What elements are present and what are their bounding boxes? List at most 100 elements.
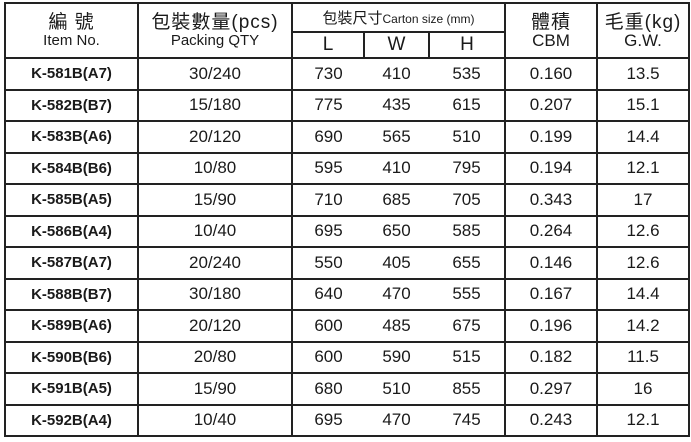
cell-h: 655 [429,246,505,280]
cell-item: K-584B(B6) [4,151,139,185]
cell-w: 410 [364,151,429,185]
cell-cbm: 0.297 [504,372,598,406]
header-item-en: Item No. [43,32,100,49]
cell-gw: 12.1 [596,403,690,437]
cell-item: K-581B(A7) [4,57,139,91]
cell-gw: 11.5 [596,340,690,374]
cell-h: 510 [429,120,505,154]
table-row: K-589B(A6) 20/120 600 485 675 0.196 14.2 [4,309,690,343]
cell-gw: 13.5 [596,57,690,91]
header-cbm: 體積 CBM [504,2,598,59]
cell-cbm: 0.167 [504,277,598,311]
header-gw-cn: 毛重(kg) [604,12,682,33]
cell-gw: 12.1 [596,151,690,185]
cell-h: 535 [429,57,505,91]
cell-w: 485 [364,309,429,343]
cell-l: 680 [292,372,364,406]
cell-h: 585 [429,214,505,248]
table-row: K-584B(B6) 10/80 595 410 795 0.194 12.1 [4,151,690,185]
cell-item: K-588B(B7) [4,277,139,311]
cell-qty: 30/240 [137,57,293,91]
cell-w: 565 [364,120,429,154]
cell-cbm: 0.343 [504,183,598,217]
cell-h: 555 [429,277,505,311]
cell-item: K-582B(B7) [4,88,139,122]
cell-cbm: 0.196 [504,309,598,343]
table-row: K-586B(A4) 10/40 695 650 585 0.264 12.6 [4,214,690,248]
table-row: K-582B(B7) 15/180 775 435 615 0.207 15.1 [4,88,690,122]
table-row: K-581B(A7) 30/240 730 410 535 0.160 13.5 [4,57,690,91]
cell-item: K-586B(A4) [4,214,139,248]
header-carton-en: Carton size (mm) [382,12,475,26]
header-cbm-cn: 體積 [530,12,571,33]
cell-l: 600 [292,340,364,374]
cell-cbm: 0.199 [504,120,598,154]
cell-w: 435 [364,88,429,122]
cell-gw: 17 [596,183,690,217]
cell-qty: 20/120 [137,120,293,154]
header-cbm-en: CBM [532,31,570,50]
cell-l: 600 [292,309,364,343]
cell-l: 710 [292,183,364,217]
cell-item: K-590B(B6) [4,340,139,374]
header-gw-en: G.W. [624,31,662,50]
cell-h: 745 [429,403,505,437]
cell-l: 775 [292,88,364,122]
cell-qty: 15/180 [137,88,293,122]
packing-spec-table: 編 號 Item No. 包裝數量(pcs) Packing QTY 包裝尺寸C… [4,2,690,437]
header-height: H [428,31,506,59]
cell-h: 855 [429,372,505,406]
table-row: K-587B(A7) 20/240 550 405 655 0.146 12.6 [4,246,690,280]
cell-cbm: 0.146 [504,246,598,280]
cell-w: 470 [364,277,429,311]
cell-cbm: 0.194 [504,151,598,185]
cell-l: 695 [292,403,364,437]
table-row: K-585B(A5) 15/90 710 685 705 0.343 17 [4,183,690,217]
cell-cbm: 0.207 [504,88,598,122]
cell-w: 405 [364,246,429,280]
cell-qty: 10/40 [137,403,293,437]
cell-h: 705 [429,183,505,217]
cell-l: 640 [292,277,364,311]
cell-w: 650 [364,214,429,248]
cell-qty: 15/90 [137,183,293,217]
cell-gw: 14.4 [596,277,690,311]
cell-qty: 10/40 [137,214,293,248]
cell-qty: 30/180 [137,277,293,311]
cell-gw: 14.2 [596,309,690,343]
cell-l: 690 [292,120,364,154]
cell-gw: 14.4 [596,120,690,154]
cell-l: 595 [292,151,364,185]
table-row: K-591B(A5) 15/90 680 510 855 0.297 16 [4,372,690,406]
table-row: K-590B(B6) 20/80 600 590 515 0.182 11.5 [4,340,690,374]
table-row: K-583B(A6) 20/120 690 565 510 0.199 14.4 [4,120,690,154]
header-gw: 毛重(kg) G.W. [596,2,690,59]
header-packing-cn: 包裝數量(pcs) [151,12,279,33]
header-width: W [363,31,430,59]
cell-h: 795 [429,151,505,185]
header-item-cn: 編 號 [48,12,95,33]
cell-item: K-591B(A5) [4,372,139,406]
header-carton-cn: 包裝尺寸 [322,10,383,27]
table-row: K-592B(A4) 10/40 695 470 745 0.243 12.1 [4,403,690,437]
cell-h: 615 [429,88,505,122]
header-packing-en: Packing QTY [170,32,260,49]
cell-w: 410 [364,57,429,91]
cell-cbm: 0.243 [504,403,598,437]
cell-l: 730 [292,57,364,91]
cell-gw: 15.1 [596,88,690,122]
cell-qty: 15/90 [137,372,293,406]
cell-gw: 16 [596,372,690,406]
cell-w: 590 [364,340,429,374]
cell-item: K-592B(A4) [4,403,139,437]
cell-gw: 12.6 [596,246,690,280]
header-carton-size: 包裝尺寸Carton size (mm) [291,2,506,33]
table-row: K-588B(B7) 30/180 640 470 555 0.167 14.4 [4,277,690,311]
cell-l: 550 [292,246,364,280]
header-length: L [291,31,365,59]
cell-qty: 20/80 [137,340,293,374]
cell-item: K-583B(A6) [4,120,139,154]
header-packing: 包裝數量(pcs) Packing QTY [137,2,293,59]
cell-qty: 20/120 [137,309,293,343]
cell-item: K-585B(A5) [4,183,139,217]
